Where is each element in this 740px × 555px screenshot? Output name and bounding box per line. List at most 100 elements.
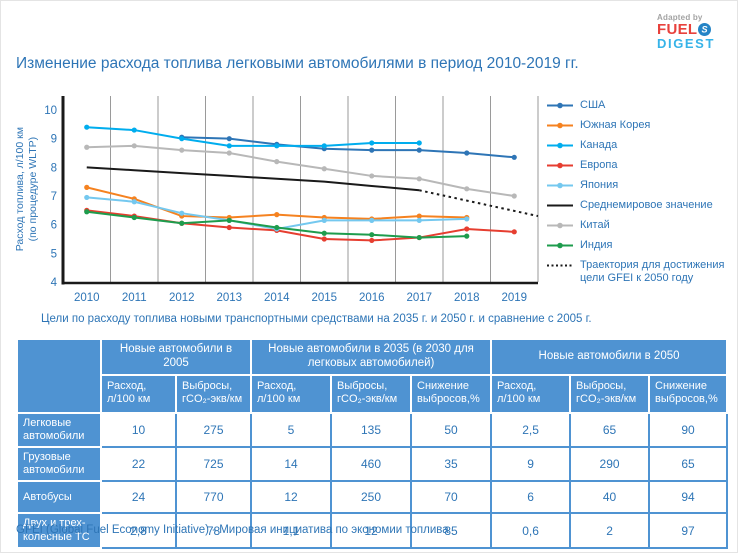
table-row-label: Легковые автомобили [16, 411, 102, 448]
table-cell: 770 [174, 480, 253, 515]
data-point [84, 124, 90, 130]
table-column-header: Расход, л/100 км [490, 373, 572, 414]
data-point [369, 173, 375, 179]
fuel-digest-logo: Adapted by FUEL S DIGEST [657, 13, 723, 51]
svg-text:S: S [702, 25, 708, 35]
table-cell: 97 [648, 512, 729, 549]
y-axis-label-line1: Расход топлива, л/100 км [13, 127, 26, 252]
table-cell: 65 [648, 445, 729, 483]
table-row: Двух и трех-колесные ТС 2,8 78 1,1 12 85 0,6 2 9… [16, 512, 729, 549]
table-row: Автобусы 24 770 12 250 70 6 40 94 [16, 480, 729, 515]
chart-series [84, 209, 470, 241]
data-point [464, 226, 470, 232]
chart-legend: США Южная Корея Канада Европа Япония Среднеми… [547, 96, 729, 308]
x-tick-label: 2015 [311, 292, 337, 304]
table-cell: 725 [174, 445, 253, 483]
table-row-label: Автобусы [16, 480, 102, 515]
data-point [416, 217, 422, 223]
data-point [226, 217, 232, 223]
data-point [131, 127, 137, 133]
legend-swatch-icon [547, 162, 573, 169]
data-point [84, 209, 90, 215]
chart-area: Расход топлива, л/100 км (по процедуре W… [11, 96, 729, 308]
table-column-header: Снижение выбросов,% [648, 373, 729, 414]
table-cell: 35 [410, 445, 493, 483]
data-point [464, 216, 470, 222]
x-tick-label: 2019 [501, 292, 527, 304]
table-row-label: Грузовые автомобили [16, 445, 102, 483]
table-cell: 0,6 [490, 512, 572, 549]
data-point [511, 229, 517, 235]
y-tick-label: 7 [51, 191, 57, 203]
data-point [274, 212, 280, 218]
table-cell: 22 [100, 445, 177, 483]
table-cell: 24 [100, 480, 177, 515]
legend-swatch-icon [547, 222, 573, 229]
table-cell: 290 [569, 445, 651, 483]
data-point [226, 150, 232, 156]
data-point [131, 214, 137, 221]
fuel-digest-swirl-icon: S [697, 23, 712, 36]
data-point [464, 233, 470, 239]
legend-label: Траектория для достижения цели GFEI к 20… [580, 259, 725, 284]
series-line [86, 166, 420, 192]
legend-label: Южная Корея [580, 119, 651, 131]
table-cell: 78 [174, 512, 253, 549]
y-tick-label: 6 [51, 220, 57, 232]
chart-series [86, 166, 420, 192]
table-cell: 12 [250, 480, 333, 515]
data-point [416, 147, 422, 153]
x-tick-label: 2010 [74, 292, 100, 304]
legend-label: Китай [580, 219, 610, 231]
data-point [274, 224, 280, 231]
table-cell: 135 [330, 411, 413, 448]
legend-swatch-icon [547, 182, 573, 189]
table-row-label: Двух и трех-колесные ТС [16, 512, 102, 549]
data-point [84, 144, 90, 150]
legend-item: Южная Корея [547, 119, 729, 132]
table-cell: 12 [330, 512, 413, 549]
data-point [226, 143, 232, 149]
data-point [179, 147, 185, 153]
legend-label: США [580, 99, 606, 111]
data-point [464, 186, 470, 192]
x-tick-label: 2013 [216, 292, 242, 304]
data-point [369, 147, 375, 153]
legend-label: Индия [580, 239, 613, 251]
table-cell: 9 [490, 445, 572, 483]
data-point [131, 199, 137, 205]
legend-swatch-icon [547, 242, 573, 249]
data-point [511, 154, 517, 160]
table-corner-cell [16, 338, 102, 414]
x-tick-label: 2014 [264, 292, 290, 304]
y-tick-label: 9 [51, 134, 57, 146]
page-title: Изменение расхода топлива легковыми авто… [16, 55, 579, 72]
table-column-header: Выбросы, гCO₂-экв/км [174, 373, 253, 414]
legend-item: Европа [547, 159, 729, 172]
table-column-header: Расход, л/100 км [250, 373, 333, 414]
footer-note: GFEI (Global Fuel Economy Initiative) - … [16, 524, 449, 536]
data-point [321, 143, 327, 149]
series-line [419, 189, 539, 218]
table-cell: 85 [410, 512, 493, 549]
legend-item: Среднемировое значение [547, 199, 729, 212]
fuel-consumption-line-chart: 10 9 8 7 6 5 4 2010 2011 2012 2013 2014 2015 2016 2017… [44, 96, 539, 304]
y-axis-label-text: Расход топлива, л/100 км (по процедуре W… [14, 94, 40, 284]
table-group-header: Новые автомобили в 2005 [99, 338, 253, 376]
table-column-header: Расход, л/100 км [100, 373, 177, 414]
table-column-header: Выбросы, гCO₂-экв/км [569, 373, 651, 414]
table-group-header: Новые автомобили в 2050 [490, 338, 729, 376]
x-tick-label: 2018 [454, 292, 480, 304]
data-point [179, 220, 185, 226]
legend-item: Канада [547, 139, 729, 152]
data-point [464, 150, 470, 156]
data-point [226, 136, 232, 142]
table-row: Грузовые автомобили 22 725 14 460 35 9 290 65 [16, 445, 729, 483]
legend-label: Среднемировое значение [580, 199, 713, 211]
table-cell: 94 [648, 480, 729, 515]
data-point [274, 143, 280, 149]
legend-label: Европа [580, 159, 618, 171]
logo-adapted-by-text: Adapted by [657, 13, 703, 22]
data-point [321, 230, 327, 236]
